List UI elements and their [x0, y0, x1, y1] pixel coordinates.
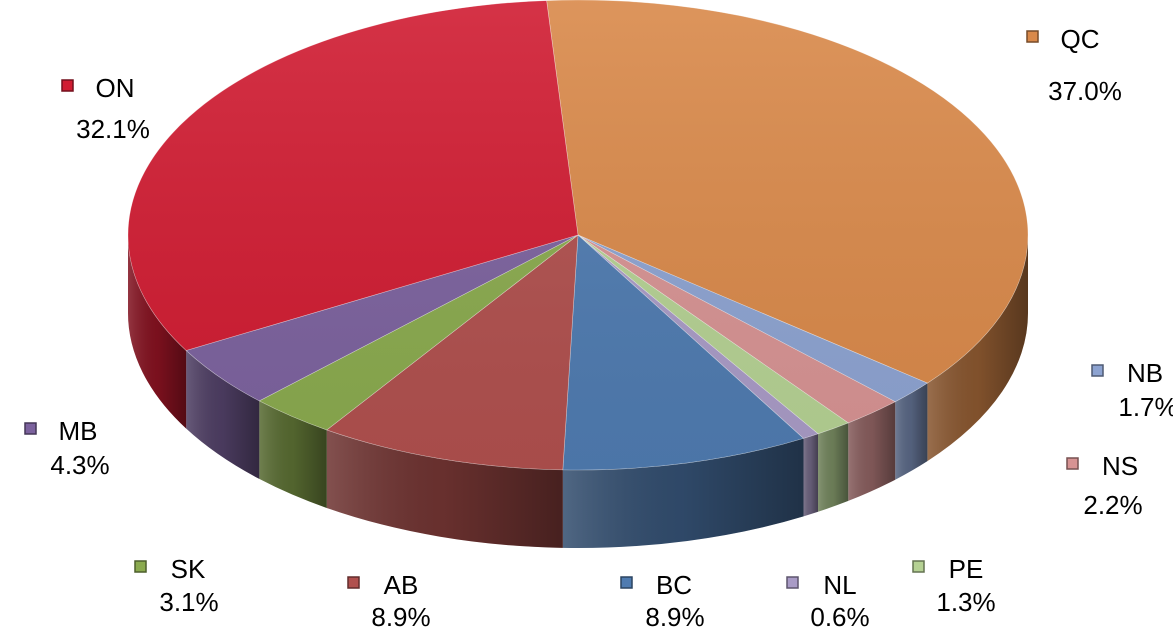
slice-name-sk: SK [171, 554, 206, 584]
legend-marker-pe [912, 560, 925, 573]
pie-side-gloss-qc [927, 235, 1028, 462]
pie-top-shine [128, 0, 1028, 470]
slice-pct-bc: 8.9% [645, 602, 704, 632]
legend-marker-ab [347, 576, 360, 589]
slice-label-nb: NB 1.7% [1091, 358, 1173, 422]
slice-pct-mb: 4.3% [50, 450, 109, 480]
slice-name-nl: NL [823, 570, 856, 600]
legend-marker-nb [1091, 364, 1104, 377]
pie-side-gloss-on [128, 235, 187, 429]
slice-pct-pe: 1.3% [936, 587, 995, 617]
slice-pct-sk: 3.1% [159, 587, 218, 617]
slice-label-bc: BC8.9% [620, 570, 705, 632]
slice-pct-qc: 37.0% [1048, 76, 1122, 106]
legend-marker-mb [24, 422, 37, 435]
pie-side-gloss-bc [562, 438, 804, 548]
pie-labels: QC37.0%NB1.7%NS2.2%PE1.3%NL0.6%BC8.9%AB8… [24, 24, 1173, 632]
slice-label-on: ON 32.1% [61, 73, 150, 144]
legend-marker-bc [620, 576, 633, 589]
pie-side-gloss-sk [259, 400, 327, 508]
slice-pct-ns: 2.2% [1083, 490, 1142, 520]
slice-label-qc: QC 37.0% [1026, 24, 1122, 106]
legend-marker-on [61, 79, 74, 92]
slice-name-qc: QC [1061, 24, 1100, 54]
slice-pct-nl: 0.6% [810, 602, 869, 632]
pie-side-gloss-ab [326, 429, 563, 548]
slice-name-bc: BC [656, 570, 692, 600]
slice-pct-nb: 1.7% [1118, 392, 1173, 422]
legend-marker-nl [786, 576, 799, 589]
pie-sides [128, 235, 1028, 548]
slice-name-on: ON [96, 73, 135, 103]
slice-name-nb: NB [1127, 358, 1163, 388]
slice-name-mb: MB [59, 416, 98, 446]
slice-name-ns: NS [1102, 451, 1138, 481]
slice-label-pe: PE1.3% [912, 554, 996, 617]
slice-label-sk: SK3.1% [134, 554, 219, 617]
legend-marker-sk [134, 560, 147, 573]
slice-label-ns: NS 2.2% [1066, 451, 1143, 520]
pie-side-gloss-pe [818, 422, 849, 512]
slice-name-ab: AB [384, 570, 419, 600]
pie-side-gloss-nb [895, 383, 928, 480]
slice-name-pe: PE [949, 554, 984, 584]
slice-label-mb: MB 4.3% [24, 416, 110, 480]
slice-label-ab: AB8.9% [347, 570, 431, 632]
slice-pct-on: 32.1% [76, 114, 150, 144]
legend-marker-ns [1066, 457, 1079, 470]
pie-side-gloss-ns [848, 401, 896, 501]
legend-marker-qc [1026, 30, 1039, 43]
slice-label-nl: NL0.6% [786, 570, 870, 632]
slice-pct-ab: 8.9% [371, 602, 430, 632]
pie-side-gloss-nl [803, 433, 819, 517]
pie-tops [127, 0, 1029, 471]
pie-side-gloss-mb [186, 350, 260, 479]
